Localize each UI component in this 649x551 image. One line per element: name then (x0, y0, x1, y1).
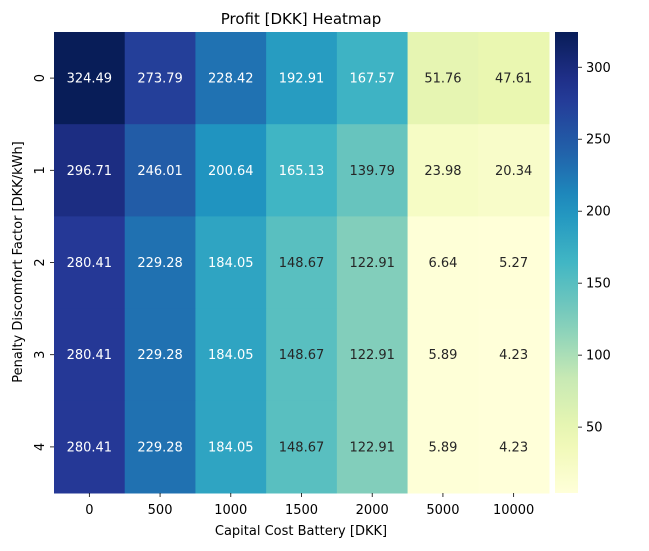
heatmap-cell (54, 216, 126, 310)
heatmap-cell (266, 308, 338, 402)
x-axis-label: Capital Cost Battery [DKK] (215, 524, 387, 539)
heatmap-cell (266, 32, 338, 125)
heatmap-cell (478, 308, 550, 402)
cell-value-label: 184.05 (208, 256, 254, 271)
heatmap-cell (195, 400, 267, 494)
chart-title: Profit [DKK] Heatmap (221, 10, 382, 28)
heatmap-cell (266, 124, 338, 217)
cell-value-label: 280.41 (67, 440, 113, 455)
cell-value-label: 246.01 (137, 164, 183, 179)
cell-value-label: 122.91 (349, 256, 395, 271)
cell-value-label: 184.05 (208, 440, 254, 455)
y-axis-label: Penalty Discomfort Factor [DKK/kWh] (11, 141, 26, 383)
heatmap-cell (478, 400, 550, 494)
cell-value-label: 6.64 (428, 256, 457, 271)
cell-value-label: 148.67 (279, 256, 325, 271)
heatmap-cell (407, 308, 479, 402)
heatmap-cell (124, 32, 196, 125)
heatmap-cell (124, 124, 196, 217)
heatmap-cell (195, 216, 267, 310)
cell-value-label: 280.41 (67, 256, 113, 271)
colorbar-tick-label: 200 (586, 205, 611, 220)
cell-value-label: 228.42 (208, 72, 254, 87)
cell-value-label: 229.28 (137, 440, 183, 455)
heatmap-cell (478, 32, 550, 125)
heatmap-cell (54, 124, 126, 217)
heatmap-cells: 324.49 273.79 228.42 192.91 167.57 51.76 47.61… (54, 32, 550, 494)
heatmap-cell (336, 400, 409, 494)
heatmap-cell (336, 32, 409, 125)
cell-value-label: 148.67 (279, 440, 325, 455)
y-tick-label: 2 (33, 258, 48, 266)
cell-value-label: 139.79 (349, 164, 395, 179)
heatmap-cell (54, 400, 126, 494)
cell-value-label: 5.27 (499, 256, 528, 271)
y-tick-label: 4 (33, 443, 48, 451)
heatmap-cell (478, 216, 550, 310)
cell-value-label: 51.76 (424, 72, 461, 87)
cell-value-label: 4.23 (499, 440, 528, 455)
cell-value-label: 280.41 (67, 348, 113, 363)
y-tick-label: 3 (33, 351, 48, 359)
colorbar: 50 100 150 200 250 300 (555, 32, 611, 493)
x-tick-label: 10000 (493, 503, 534, 518)
cell-value-label: 229.28 (137, 256, 183, 271)
heatmap-cell (124, 216, 196, 310)
heatmap-cell (407, 400, 479, 494)
x-axis: 0 500 1000 1500 2000 5000 10000 (85, 493, 534, 518)
heatmap-cell (124, 400, 196, 494)
x-tick-label: 1500 (285, 503, 318, 518)
heatmap-cell (266, 216, 338, 310)
heatmap-cell (407, 124, 479, 217)
x-tick-label: 0 (85, 503, 93, 518)
heatmap-cell (124, 308, 196, 402)
colorbar-gradient (555, 32, 578, 493)
heatmap-cell (478, 124, 550, 217)
cell-value-label: 122.91 (349, 348, 395, 363)
cell-value-label: 296.71 (67, 164, 113, 179)
y-tick-label: 1 (33, 166, 48, 174)
y-axis: 0 1 2 3 4 (33, 74, 54, 451)
colorbar-tick-label: 100 (586, 349, 611, 364)
cell-value-label: 273.79 (137, 72, 183, 87)
x-tick-label: 500 (148, 503, 173, 518)
cell-value-label: 23.98 (424, 164, 461, 179)
heatmap-cell (336, 124, 409, 217)
heatmap-cell (266, 400, 338, 494)
heatmap-cell (54, 32, 126, 125)
heatmap-cell (195, 124, 267, 217)
cell-value-label: 324.49 (67, 72, 113, 87)
y-tick-label: 0 (33, 74, 48, 82)
cell-value-label: 184.05 (208, 348, 254, 363)
x-tick-label: 5000 (426, 503, 459, 518)
heatmap-cell (336, 216, 409, 310)
cell-value-label: 165.13 (279, 164, 325, 179)
cell-value-label: 4.23 (499, 348, 528, 363)
colorbar-tick-label: 300 (586, 61, 611, 76)
cell-value-label: 229.28 (137, 348, 183, 363)
cell-value-label: 167.57 (349, 72, 395, 87)
heatmap-cell (407, 32, 479, 125)
cell-value-label: 5.89 (428, 348, 457, 363)
heatmap-cell (195, 32, 267, 125)
cell-value-label: 5.89 (428, 440, 457, 455)
cell-value-label: 20.34 (495, 164, 532, 179)
x-tick-label: 2000 (356, 503, 389, 518)
cell-value-label: 148.67 (279, 348, 325, 363)
heatmap-cell (195, 308, 267, 402)
heatmap-cell (336, 308, 409, 402)
cell-value-label: 47.61 (495, 72, 532, 87)
colorbar-tick-label: 250 (586, 133, 611, 148)
colorbar-tick-label: 150 (586, 277, 611, 292)
heatmap-cell (407, 216, 479, 310)
cell-value-label: 122.91 (349, 440, 395, 455)
heatmap-cell (54, 308, 126, 402)
cell-value-label: 192.91 (279, 72, 325, 87)
cell-value-label: 200.64 (208, 164, 254, 179)
colorbar-tick-label: 50 (586, 421, 603, 436)
x-tick-label: 1000 (214, 503, 247, 518)
